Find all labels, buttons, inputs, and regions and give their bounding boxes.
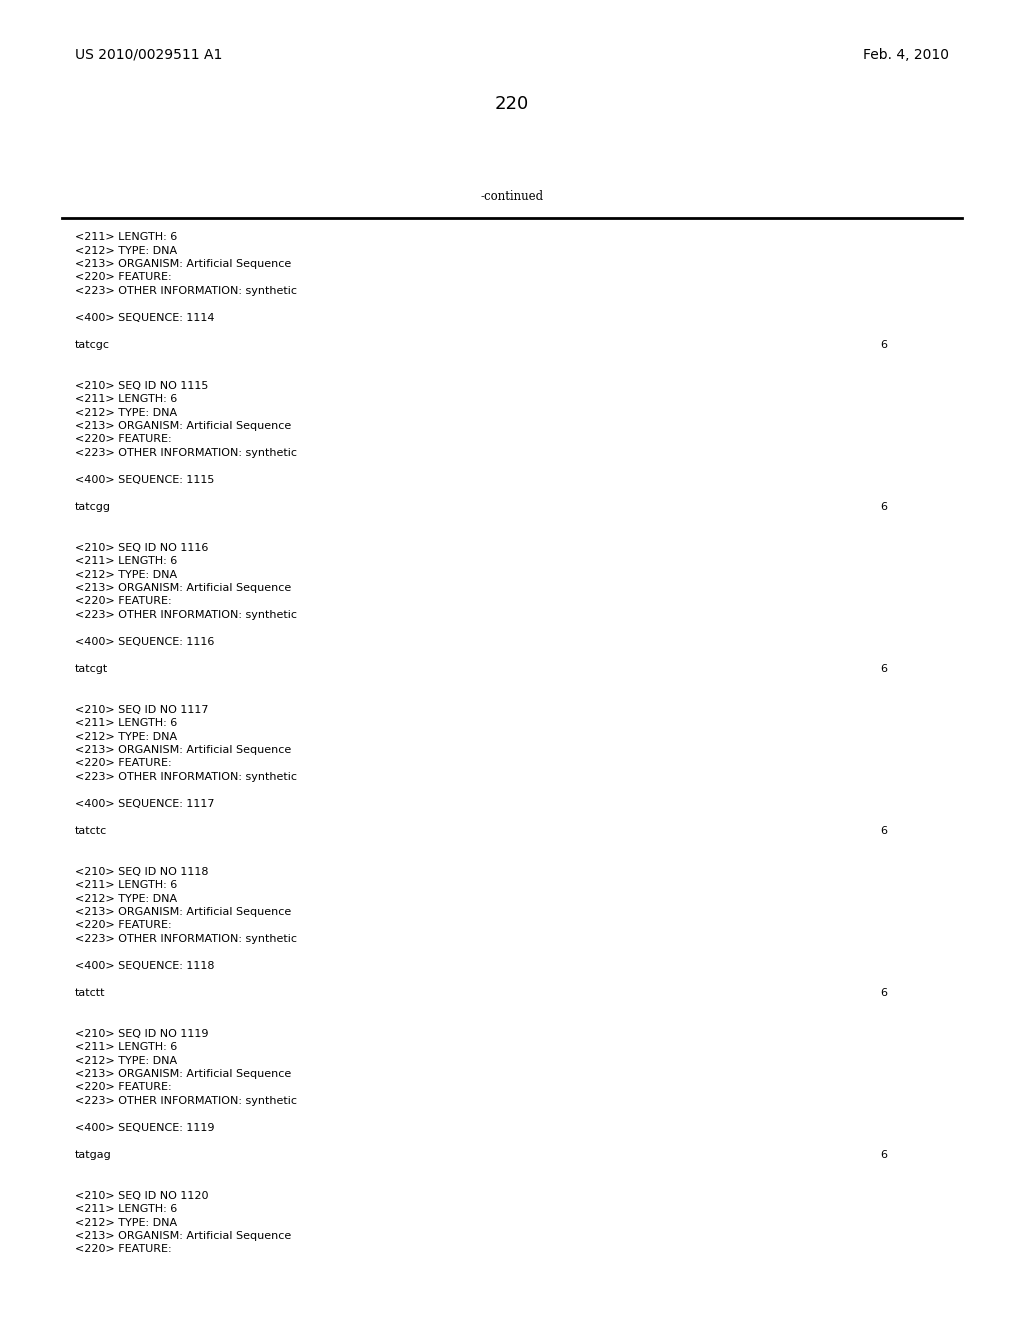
Text: <223> OTHER INFORMATION: synthetic: <223> OTHER INFORMATION: synthetic	[75, 610, 297, 620]
Text: <211> LENGTH: 6: <211> LENGTH: 6	[75, 232, 177, 242]
Text: <212> TYPE: DNA: <212> TYPE: DNA	[75, 894, 177, 903]
Text: <223> OTHER INFORMATION: synthetic: <223> OTHER INFORMATION: synthetic	[75, 286, 297, 296]
Text: <213> ORGANISM: Artificial Sequence: <213> ORGANISM: Artificial Sequence	[75, 744, 291, 755]
Text: <211> LENGTH: 6: <211> LENGTH: 6	[75, 880, 177, 890]
Text: <223> OTHER INFORMATION: synthetic: <223> OTHER INFORMATION: synthetic	[75, 772, 297, 781]
Text: <400> SEQUENCE: 1118: <400> SEQUENCE: 1118	[75, 961, 214, 972]
Text: 6: 6	[880, 826, 887, 836]
Text: tatcgc: tatcgc	[75, 341, 110, 350]
Text: US 2010/0029511 A1: US 2010/0029511 A1	[75, 48, 222, 62]
Text: <212> TYPE: DNA: <212> TYPE: DNA	[75, 1056, 177, 1065]
Text: <223> OTHER INFORMATION: synthetic: <223> OTHER INFORMATION: synthetic	[75, 447, 297, 458]
Text: tatctt: tatctt	[75, 987, 105, 998]
Text: <213> ORGANISM: Artificial Sequence: <213> ORGANISM: Artificial Sequence	[75, 421, 291, 432]
Text: <212> TYPE: DNA: <212> TYPE: DNA	[75, 569, 177, 579]
Text: <400> SEQUENCE: 1119: <400> SEQUENCE: 1119	[75, 1123, 214, 1133]
Text: <210> SEQ ID NO 1119: <210> SEQ ID NO 1119	[75, 1028, 209, 1039]
Text: <211> LENGTH: 6: <211> LENGTH: 6	[75, 718, 177, 729]
Text: 6: 6	[880, 987, 887, 998]
Text: tatctc: tatctc	[75, 826, 108, 836]
Text: <400> SEQUENCE: 1114: <400> SEQUENCE: 1114	[75, 313, 214, 323]
Text: <210> SEQ ID NO 1115: <210> SEQ ID NO 1115	[75, 380, 208, 391]
Text: <223> OTHER INFORMATION: synthetic: <223> OTHER INFORMATION: synthetic	[75, 1096, 297, 1106]
Text: <213> ORGANISM: Artificial Sequence: <213> ORGANISM: Artificial Sequence	[75, 907, 291, 917]
Text: tatcgg: tatcgg	[75, 502, 111, 512]
Text: <400> SEQUENCE: 1117: <400> SEQUENCE: 1117	[75, 799, 214, 809]
Text: <211> LENGTH: 6: <211> LENGTH: 6	[75, 393, 177, 404]
Text: 6: 6	[880, 502, 887, 512]
Text: <220> FEATURE:: <220> FEATURE:	[75, 1245, 172, 1254]
Text: <213> ORGANISM: Artificial Sequence: <213> ORGANISM: Artificial Sequence	[75, 1232, 291, 1241]
Text: Feb. 4, 2010: Feb. 4, 2010	[863, 48, 949, 62]
Text: 6: 6	[880, 1150, 887, 1160]
Text: <400> SEQUENCE: 1115: <400> SEQUENCE: 1115	[75, 475, 214, 484]
Text: tatcgt: tatcgt	[75, 664, 109, 675]
Text: <220> FEATURE:: <220> FEATURE:	[75, 1082, 172, 1093]
Text: <210> SEQ ID NO 1120: <210> SEQ ID NO 1120	[75, 1191, 209, 1200]
Text: <211> LENGTH: 6: <211> LENGTH: 6	[75, 1041, 177, 1052]
Text: <210> SEQ ID NO 1117: <210> SEQ ID NO 1117	[75, 705, 209, 714]
Text: <220> FEATURE:: <220> FEATURE:	[75, 597, 172, 606]
Text: <213> ORGANISM: Artificial Sequence: <213> ORGANISM: Artificial Sequence	[75, 259, 291, 269]
Text: <213> ORGANISM: Artificial Sequence: <213> ORGANISM: Artificial Sequence	[75, 1069, 291, 1078]
Text: <212> TYPE: DNA: <212> TYPE: DNA	[75, 246, 177, 256]
Text: <210> SEQ ID NO 1116: <210> SEQ ID NO 1116	[75, 543, 208, 553]
Text: <223> OTHER INFORMATION: synthetic: <223> OTHER INFORMATION: synthetic	[75, 935, 297, 944]
Text: <212> TYPE: DNA: <212> TYPE: DNA	[75, 1217, 177, 1228]
Text: <212> TYPE: DNA: <212> TYPE: DNA	[75, 731, 177, 742]
Text: -continued: -continued	[480, 190, 544, 203]
Text: <220> FEATURE:: <220> FEATURE:	[75, 759, 172, 768]
Text: tatgag: tatgag	[75, 1150, 112, 1160]
Text: <400> SEQUENCE: 1116: <400> SEQUENCE: 1116	[75, 638, 214, 647]
Text: <210> SEQ ID NO 1118: <210> SEQ ID NO 1118	[75, 866, 209, 876]
Text: 220: 220	[495, 95, 529, 114]
Text: <211> LENGTH: 6: <211> LENGTH: 6	[75, 1204, 177, 1214]
Text: <220> FEATURE:: <220> FEATURE:	[75, 272, 172, 282]
Text: <220> FEATURE:: <220> FEATURE:	[75, 920, 172, 931]
Text: <211> LENGTH: 6: <211> LENGTH: 6	[75, 556, 177, 566]
Text: <220> FEATURE:: <220> FEATURE:	[75, 434, 172, 445]
Text: 6: 6	[880, 341, 887, 350]
Text: <212> TYPE: DNA: <212> TYPE: DNA	[75, 408, 177, 417]
Text: <213> ORGANISM: Artificial Sequence: <213> ORGANISM: Artificial Sequence	[75, 583, 291, 593]
Text: 6: 6	[880, 664, 887, 675]
